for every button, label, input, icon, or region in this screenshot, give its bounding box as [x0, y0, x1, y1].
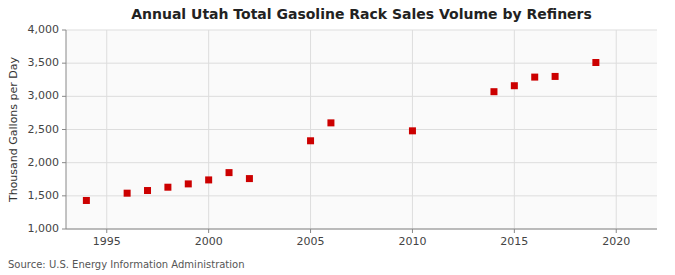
- y-tick-label: 1,000: [28, 222, 60, 235]
- point: [144, 187, 151, 194]
- point: [490, 88, 497, 95]
- point: [327, 119, 334, 126]
- point: [307, 137, 314, 144]
- y-grid-line: [66, 129, 657, 130]
- y-tick: [62, 229, 66, 230]
- y-axis-label: Thousand Gallons per Day: [7, 56, 20, 203]
- point: [205, 176, 212, 183]
- y-grid-line: [66, 63, 657, 64]
- y-tick-label: 1,500: [28, 189, 60, 202]
- point: [124, 190, 131, 197]
- point: [246, 175, 253, 182]
- y-tick-label: 2,500: [28, 123, 60, 136]
- point: [226, 169, 233, 176]
- x-grid-line: [208, 30, 209, 229]
- chart-container: 1,000 1,500 2,000 2,500 3,000 3,500 4,000 1995 2…: [0, 0, 675, 275]
- point: [185, 180, 192, 187]
- x-grid-line: [310, 30, 311, 229]
- y-grid-line: [66, 162, 657, 163]
- title: Annual Utah Total Gasoline Rack Sales Vo…: [131, 6, 592, 22]
- x-tick-label: 2000: [195, 235, 223, 248]
- x-tick: [412, 229, 413, 233]
- x-grid-line: [106, 30, 107, 229]
- x-tick: [616, 229, 617, 233]
- point: [531, 74, 538, 81]
- plot-background: [66, 30, 657, 229]
- point: [511, 82, 518, 89]
- x-axis-line: [66, 229, 657, 230]
- x-tick-label: 2020: [602, 235, 630, 248]
- y-tick-label: 3,000: [28, 89, 60, 102]
- points: [83, 59, 599, 204]
- x-tick-label: 2010: [398, 235, 426, 248]
- x-tick: [106, 229, 107, 233]
- axes: 1,000 1,500 2,000 2,500 3,000 3,500 4,000 1995 2…: [28, 23, 658, 248]
- y-tick: [62, 30, 66, 31]
- x-tick: [208, 229, 209, 233]
- y-grid-line: [66, 96, 657, 97]
- x-tick-label: 2005: [297, 235, 325, 248]
- point: [164, 184, 171, 191]
- y-grid-line: [66, 195, 657, 196]
- y-tick: [62, 96, 66, 97]
- y-grid-line: [66, 30, 657, 31]
- x-tick: [514, 229, 515, 233]
- x-grid-line: [616, 30, 617, 229]
- point: [409, 127, 416, 134]
- source-note: Source: U.S. Energy Information Administ…: [8, 259, 245, 270]
- y-tick: [62, 162, 66, 163]
- y-grid-line: [66, 229, 657, 230]
- point: [552, 73, 559, 80]
- y-tick-label: 3,500: [28, 56, 60, 69]
- y-axis-line: [66, 30, 67, 229]
- y-tick: [62, 129, 66, 130]
- point: [592, 59, 599, 66]
- x-tick: [310, 229, 311, 233]
- y-tick-label: 2,000: [28, 156, 60, 169]
- x-tick-label: 2015: [500, 235, 528, 248]
- y-tick: [62, 195, 66, 196]
- point: [83, 197, 90, 204]
- chart-svg: 1,000 1,500 2,000 2,500 3,000 3,500 4,000 1995 2…: [0, 0, 675, 275]
- y-tick: [62, 63, 66, 64]
- x-tick-label: 1995: [93, 235, 121, 248]
- y-tick-label: 4,000: [28, 23, 60, 36]
- x-grid-line: [514, 30, 515, 229]
